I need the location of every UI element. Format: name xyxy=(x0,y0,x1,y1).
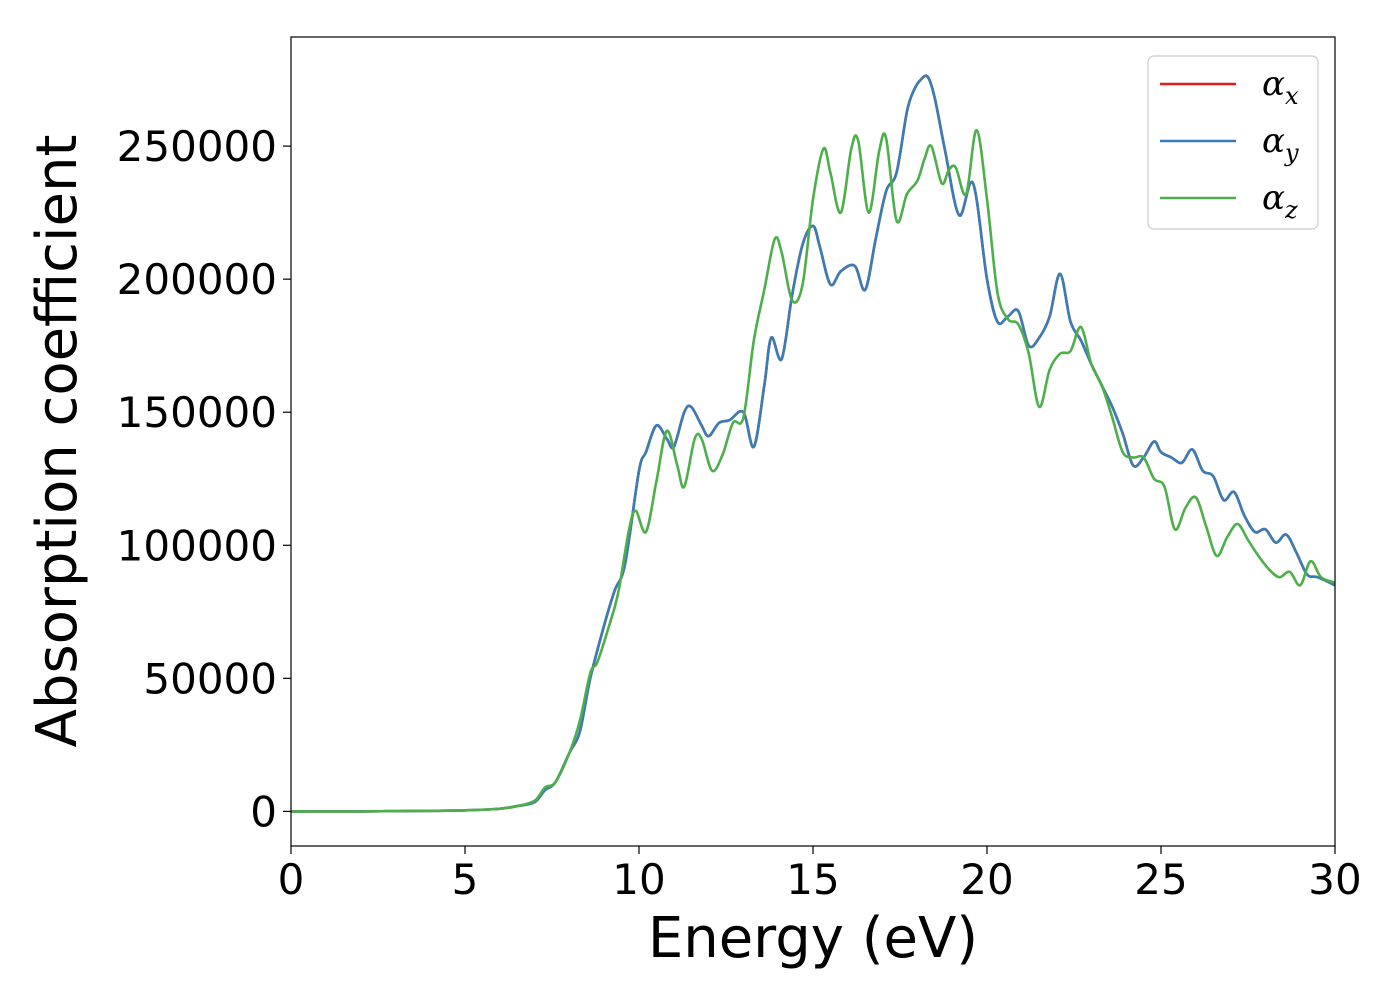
y-tick-label: 100000 xyxy=(117,521,277,570)
y-axis-label: Absorption coefficient xyxy=(25,135,90,748)
x-tick-label: 30 xyxy=(1308,855,1361,904)
x-tick-label: 10 xyxy=(612,855,665,904)
x-tick-label: 0 xyxy=(278,855,305,904)
legend-box xyxy=(1147,55,1319,230)
y-tick-label: 150000 xyxy=(117,388,277,437)
series-line-z xyxy=(291,128,1335,813)
x-tick-label: 5 xyxy=(452,855,479,904)
y-axis: 0 50000 100000 150000 200000 250000 xyxy=(117,122,291,836)
y-tick-label: 50000 xyxy=(143,654,277,703)
y-tick-label: 250000 xyxy=(117,122,277,171)
y-tick-label: 200000 xyxy=(117,255,277,304)
x-tick-label: 25 xyxy=(1134,855,1187,904)
x-axis-label: Energy (eV) xyxy=(648,906,978,971)
y-tick-label: 0 xyxy=(250,787,277,836)
x-tick-label: 15 xyxy=(786,855,839,904)
x-tick-label: 20 xyxy=(960,855,1013,904)
series-layer xyxy=(291,74,1335,813)
x-axis: 0 5 10 15 20 25 30 xyxy=(278,846,1362,904)
